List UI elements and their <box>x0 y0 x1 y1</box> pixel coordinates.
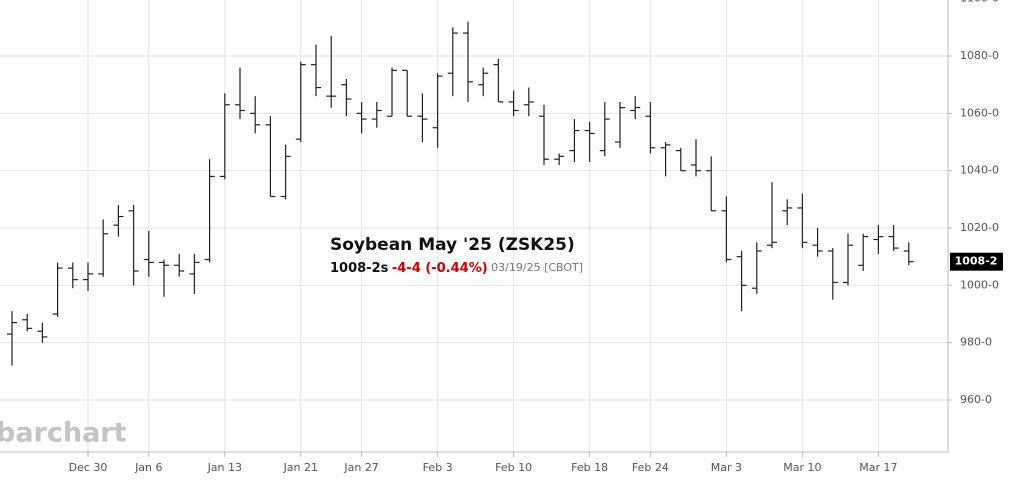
chart-title: Soybean May '25 (ZSK25) <box>330 235 575 255</box>
date-info: 03/19/25 [CBOT] <box>491 261 583 274</box>
y-tick-label: 1020-0 <box>960 221 999 234</box>
x-tick-label: Mar 17 <box>859 461 897 474</box>
x-tick-label: Mar 10 <box>783 461 821 474</box>
x-tick-label: Jan 13 <box>207 461 242 474</box>
y-tick-label: 1100-0 <box>960 0 999 5</box>
x-tick-label: Mar 3 <box>711 461 742 474</box>
last-price-box <box>950 252 1003 271</box>
last-price-label: 1008-2 <box>955 255 998 268</box>
last-price: 1008-2s <box>330 261 389 276</box>
y-tick-label: 1000-0 <box>960 278 999 291</box>
x-tick-label: Feb 3 <box>423 461 453 474</box>
y-tick-label: 980-0 <box>960 336 992 349</box>
y-tick-label: 1080-0 <box>960 49 999 62</box>
quote-line: 1008-2s -4-4 (-0.44%) 03/19/25 [CBOT] <box>330 261 583 276</box>
x-tick-label: Feb 24 <box>632 461 669 474</box>
x-tick-label: Feb 18 <box>571 461 608 474</box>
x-tick-label: Jan 6 <box>134 461 162 474</box>
grid <box>0 0 952 457</box>
bars <box>7 21 914 366</box>
x-tick-label: Jan 27 <box>343 461 378 474</box>
x-tick-label: Dec 30 <box>69 461 108 474</box>
price-change: -4-4 (-0.44%) <box>392 261 488 276</box>
y-tick-label: 1040-0 <box>960 164 999 177</box>
watermark: barchart <box>0 418 127 449</box>
y-tick-label: 1060-0 <box>960 106 999 119</box>
x-tick-label: Feb 10 <box>495 461 532 474</box>
x-tick-label: Jan 21 <box>283 461 318 474</box>
y-tick-label: 960-0 <box>960 393 992 406</box>
